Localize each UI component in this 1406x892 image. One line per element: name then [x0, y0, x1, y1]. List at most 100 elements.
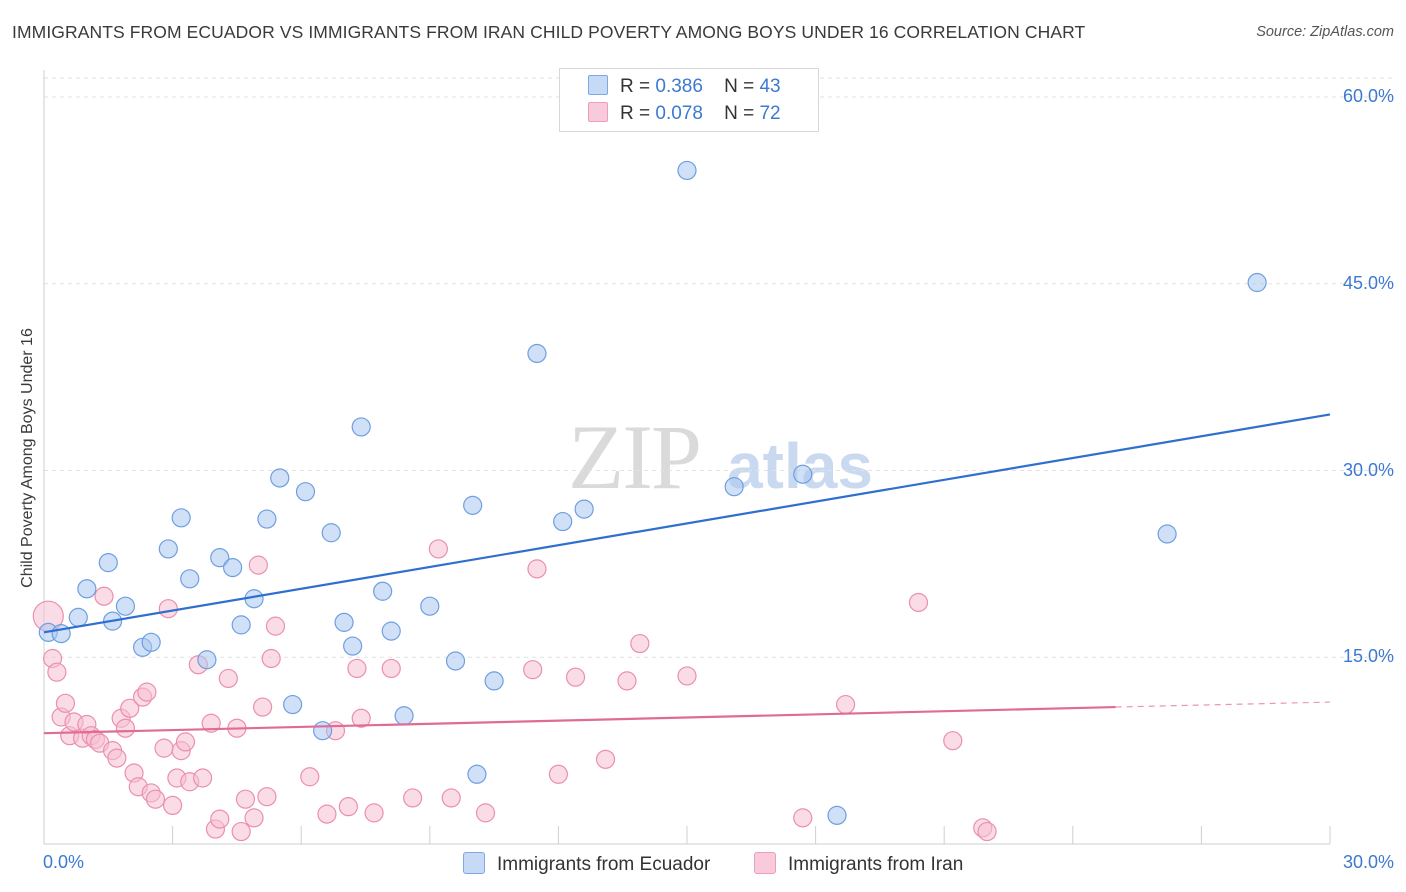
data-point-ecuador: [295, 482, 316, 502]
data-point-iran: [137, 682, 157, 702]
trend-line-iran-extension: [1115, 701, 1331, 708]
legend-swatch-iran: [588, 102, 608, 122]
data-point-iran: [677, 666, 697, 686]
series-ecuador-points: [38, 160, 1267, 825]
data-point-ecuador: [158, 539, 178, 559]
data-point-iran: [265, 616, 286, 636]
data-point-iran: [107, 748, 127, 768]
watermark-zip: ZIP: [568, 406, 700, 508]
data-point-ecuador: [231, 615, 251, 635]
data-point-iran: [193, 768, 213, 788]
data-point-iran: [441, 788, 461, 808]
x-tick-label-min: 0.0%: [43, 852, 85, 872]
data-point-ecuador: [484, 671, 504, 691]
data-point-iran: [154, 738, 174, 758]
data-point-iran: [977, 821, 997, 842]
data-point-ecuador: [1157, 524, 1177, 544]
legend-n-label: N =: [724, 103, 755, 124]
data-point-ecuador: [334, 612, 354, 632]
data-point-iran: [347, 658, 367, 679]
legend-r-value-ecuador: 0.386: [655, 76, 703, 97]
data-point-iran: [248, 555, 268, 575]
data-point-iran: [235, 789, 256, 809]
data-point-iran: [595, 749, 616, 769]
data-point-ecuador: [257, 509, 277, 529]
bottom-legend-label-ecuador: Immigrants from Ecuador: [497, 854, 711, 875]
legend-r-label: R =: [620, 103, 651, 124]
series-iran-points: [32, 539, 997, 842]
trend-lines: [43, 413, 1331, 735]
data-point-ecuador: [394, 706, 414, 726]
legend-n-value-ecuador: 43: [759, 76, 781, 97]
data-point-ecuador: [115, 596, 136, 616]
data-point-iran: [47, 662, 67, 682]
data-point-iran: [253, 697, 273, 717]
data-point-ecuador: [210, 548, 230, 568]
data-point-iran: [630, 633, 650, 654]
data-point-iran: [94, 586, 114, 606]
data-point-iran: [565, 667, 586, 687]
chart-source: Source: ZipAtlas.com: [1256, 24, 1394, 40]
data-point-iran: [317, 804, 337, 824]
data-point-iran: [244, 808, 264, 828]
data-point-ecuador: [223, 558, 243, 578]
data-point-ecuador: [98, 553, 118, 573]
legend-row-ecuador: R = 0.386 N = 43: [588, 75, 781, 99]
data-point-iran: [793, 808, 813, 828]
data-point-ecuador: [553, 511, 573, 532]
data-point-iran: [351, 708, 371, 728]
data-point-iran: [908, 592, 929, 613]
data-point-ecuador: [677, 160, 697, 181]
data-point-ecuador: [373, 581, 393, 601]
data-point-ecuador: [827, 805, 847, 825]
data-point-iran: [55, 693, 76, 713]
y-tick-label: 15.0%: [1342, 646, 1394, 667]
data-point-iran: [523, 660, 543, 680]
x-tick-label-max: 30.0%: [1342, 852, 1394, 872]
data-point-iran: [175, 732, 196, 752]
data-point-ecuador: [270, 468, 290, 488]
data-point-ecuador: [283, 694, 303, 715]
bottom-legend-label-iran: Immigrants from Iran: [788, 854, 964, 875]
y-tick-label: 30.0%: [1342, 459, 1394, 480]
data-point-ecuador: [351, 417, 371, 437]
data-point-ecuador: [574, 499, 594, 519]
data-point-iran: [836, 694, 856, 715]
y-tick-label: 45.0%: [1342, 272, 1394, 293]
axes: [43, 70, 1331, 845]
data-point-ecuador: [197, 650, 217, 670]
data-point-ecuador: [467, 764, 487, 784]
data-point-ecuador: [1247, 272, 1267, 293]
data-point-iran: [261, 648, 281, 669]
gridlines: [44, 77, 1392, 658]
data-point-ecuador: [313, 721, 333, 741]
data-point-iran: [403, 788, 423, 808]
data-point-iran: [120, 698, 140, 718]
bottom-legend-swatch-iran: [754, 852, 776, 874]
data-point-iran: [257, 787, 277, 807]
data-point-ecuador: [793, 464, 813, 484]
data-point-iran: [381, 658, 401, 679]
legend-r-label: R =: [620, 76, 651, 97]
legend: R = 0.386 N = 43 R = 0.078 N = 72: [559, 68, 819, 132]
data-point-ecuador: [420, 596, 440, 616]
data-point-iran: [201, 713, 221, 733]
data-point-iran: [145, 789, 166, 809]
legend-n-value-iran: 72: [759, 103, 781, 124]
watermark: ZIP atlas: [568, 406, 873, 508]
data-point-ecuador: [527, 343, 547, 364]
legend-n-label: N =: [724, 76, 755, 97]
data-point-iran: [158, 599, 178, 619]
data-point-iran: [475, 803, 496, 823]
data-point-iran: [163, 795, 183, 816]
data-point-ecuador: [180, 569, 200, 589]
data-point-iran: [231, 821, 251, 842]
data-point-iran: [428, 539, 448, 559]
data-point-iran: [210, 809, 230, 829]
bottom-legend-swatch-ecuador: [463, 852, 485, 874]
data-point-ecuador: [321, 523, 341, 543]
data-point-ecuador: [77, 579, 97, 599]
chart-title: IMMIGRANTS FROM ECUADOR VS IMMIGRANTS FR…: [12, 22, 1086, 42]
data-point-ecuador: [445, 651, 466, 671]
